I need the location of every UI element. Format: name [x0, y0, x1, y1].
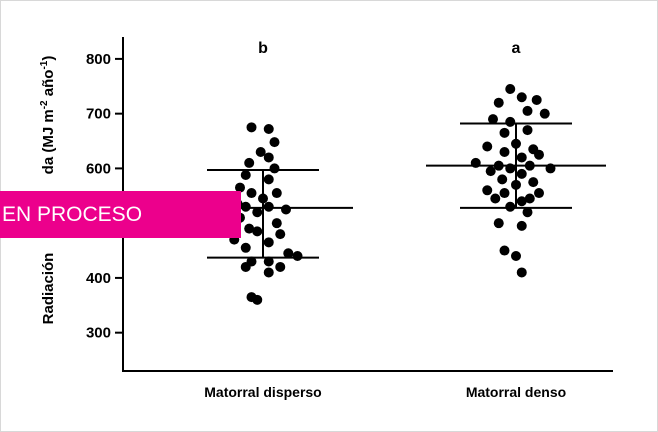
y-tick-label: 700: [86, 106, 111, 123]
data-point: [235, 182, 245, 193]
y-tick-label: 300: [86, 325, 111, 342]
data-point: [528, 177, 539, 188]
data-point: [497, 174, 508, 185]
significance-letter: b: [258, 40, 268, 57]
data-point: [252, 207, 263, 218]
data-point: [244, 157, 255, 168]
x-category-label: Matorral disperso: [204, 384, 321, 400]
data-point: [482, 185, 493, 196]
data-point: [499, 127, 510, 138]
data-point: [240, 201, 251, 212]
data-point: [522, 105, 533, 116]
data-point: [275, 261, 286, 272]
data-point: [292, 251, 303, 262]
en-proceso-banner: EN PROCESO: [0, 191, 241, 238]
data-point: [283, 248, 294, 259]
data-point: [271, 188, 282, 199]
data-point: [240, 242, 251, 253]
data-point: [516, 168, 527, 179]
y-axis-label-unit-exp1: -2: [39, 100, 50, 110]
data-point: [263, 174, 274, 185]
data-point: [485, 166, 496, 177]
data-point: [255, 146, 266, 157]
data-point: [482, 141, 493, 152]
y-axis-label-unit-part2: año: [40, 69, 57, 101]
data-point: [493, 97, 504, 108]
data-point: [499, 245, 510, 256]
data-point: [240, 169, 251, 180]
data-point: [531, 94, 542, 105]
data-point: [252, 226, 263, 237]
data-point: [499, 146, 510, 157]
significance-letter: a: [512, 40, 521, 57]
data-point: [516, 196, 527, 207]
data-point: [271, 218, 282, 229]
data-point: [511, 251, 521, 262]
data-point: [252, 294, 263, 305]
data-point: [499, 188, 510, 199]
data-point: [522, 125, 533, 136]
data-point: [493, 218, 504, 229]
data-point: [516, 92, 527, 103]
y-axis-label-main: Radiación: [40, 252, 57, 325]
data-point: [505, 116, 516, 127]
data-point: [263, 267, 274, 278]
data-point: [516, 267, 527, 278]
data-point: [263, 256, 274, 267]
data-point: [263, 237, 274, 248]
y-axis-label-unit-part1: da (MJ m: [40, 109, 57, 175]
y-axis-label: Radiación da (MJ m-2 año-1): [39, 56, 57, 325]
data-point: [516, 220, 527, 231]
data-point: [269, 137, 280, 148]
y-tick-label: 600: [86, 160, 111, 177]
data-point: [539, 108, 550, 119]
data-point: [269, 163, 280, 174]
y-tick-label: 400: [86, 270, 111, 287]
x-category-label: Matorral denso: [466, 384, 566, 400]
data-point: [524, 193, 535, 204]
data-point: [490, 193, 501, 204]
data-point: [244, 223, 255, 234]
data-point: [488, 114, 498, 125]
y-tick-label: 800: [86, 51, 111, 68]
data-point: [263, 152, 274, 163]
data-point: [505, 84, 516, 95]
data-point: [522, 207, 533, 218]
data-point: [281, 204, 291, 215]
data-point: [516, 152, 527, 163]
y-axis-label-unit-exp2: -1: [39, 60, 50, 70]
data-point: [240, 261, 251, 272]
data-point: [534, 149, 544, 160]
y-axis-label-unit-part3: ): [40, 55, 57, 61]
data-point: [505, 201, 516, 212]
data-point: [275, 229, 286, 240]
data-point: [246, 122, 257, 133]
data-point: [246, 188, 257, 199]
data-point: [534, 188, 544, 199]
data-point: [263, 123, 274, 134]
data-point: [263, 201, 274, 212]
